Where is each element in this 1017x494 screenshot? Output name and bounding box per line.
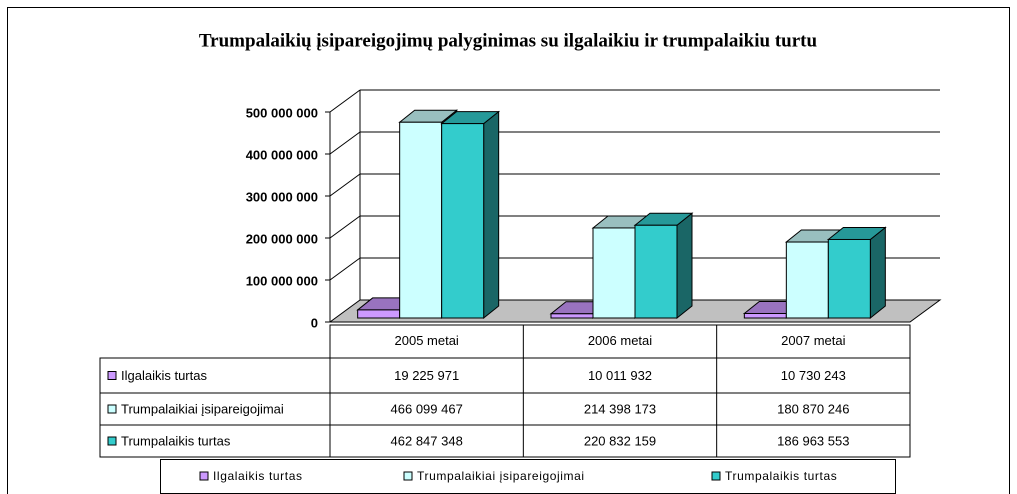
y-tick-label: 400 000 000 <box>246 147 318 162</box>
legend-key <box>107 371 117 380</box>
category-label: 2006 metai <box>588 333 652 348</box>
bar <box>592 227 636 319</box>
legend-key <box>199 471 209 481</box>
table-value: 10 730 243 <box>781 368 846 383</box>
grid-line <box>329 89 361 113</box>
chart-border <box>7 7 1010 494</box>
legend-box <box>160 459 896 494</box>
table-value: 220 832 159 <box>584 433 656 448</box>
table-value: 180 870 246 <box>777 401 849 416</box>
bar-side <box>676 212 693 320</box>
bar <box>827 238 871 319</box>
legend-label: Trumpalaikiai įsipareigojimai <box>417 469 585 483</box>
bar <box>357 309 401 319</box>
bar <box>550 313 594 319</box>
y-tick-label: 200 000 000 <box>246 231 318 246</box>
grid-line <box>329 257 361 281</box>
category-label: 2005 metai <box>395 333 459 348</box>
bar <box>743 312 787 319</box>
bar <box>785 241 829 319</box>
table-value: 214 398 173 <box>584 401 656 416</box>
series-label: Trumpalaikis turtas <box>121 433 231 448</box>
bar-side <box>869 226 886 320</box>
bar <box>399 121 443 319</box>
grid-line <box>329 173 361 197</box>
table-value: 466 099 467 <box>391 401 463 416</box>
category-label: 2007 metai <box>781 333 845 348</box>
legend-label: Trumpalaikis turtas <box>725 469 837 483</box>
y-tick-label: 500 000 000 <box>246 105 318 120</box>
legend-label: Ilgalaikis turtas <box>213 469 303 483</box>
table-value: 186 963 553 <box>777 433 849 448</box>
series-label: Ilgalaikis turtas <box>121 368 207 383</box>
bar <box>634 224 678 319</box>
legend-key <box>711 471 721 481</box>
table-value: 10 011 932 <box>588 368 652 383</box>
grid-line <box>329 215 361 239</box>
y-tick-label: 300 000 000 <box>246 189 318 204</box>
grid-line <box>329 131 361 155</box>
table-value: 462 847 348 <box>391 433 463 448</box>
bar <box>441 123 485 319</box>
legend-key <box>107 404 117 414</box>
table-value: 19 225 971 <box>394 368 459 383</box>
legend-key <box>403 471 413 481</box>
series-label: Trumpalaikiai įsipareigojimai <box>121 401 284 416</box>
bar-side <box>483 110 500 320</box>
legend-key <box>107 436 117 446</box>
chart-title: Trumpalaikių įsipareigojimų palyginimas … <box>199 30 818 51</box>
y-tick-label: 100 000 000 <box>246 273 318 288</box>
y-tick-label: 0 <box>311 315 318 330</box>
